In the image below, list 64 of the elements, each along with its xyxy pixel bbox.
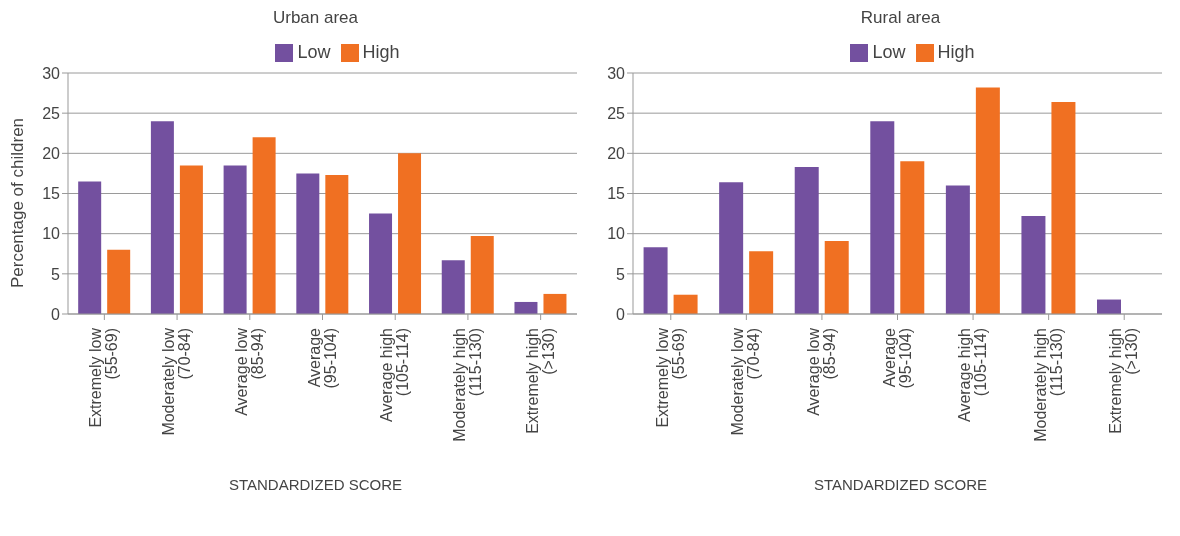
bar — [325, 175, 349, 314]
x-tick-label: Moderately high (115-130) — [1031, 328, 1065, 442]
x-tick-label: Average (95-104) — [305, 327, 339, 389]
x-axis-title: STANDARDIZED SCORE — [227, 476, 404, 493]
bar — [107, 249, 131, 314]
bar — [223, 165, 247, 314]
bar — [78, 181, 102, 314]
bar — [514, 301, 538, 314]
y-axis-title: Percentage of children — [8, 117, 28, 289]
bar — [369, 213, 393, 314]
chart-title: Urban area — [271, 8, 360, 29]
x-tick-label: Average low (85-94) — [804, 327, 838, 416]
bar — [945, 185, 970, 314]
x-tick-label: Moderately high (115-130) — [450, 328, 484, 442]
chart-title: Rural area — [859, 8, 942, 29]
y-tick-label: 25 — [607, 104, 626, 122]
legend-label: High — [362, 42, 400, 62]
y-tick-label: 0 — [616, 305, 626, 323]
x-tick-label: Average high (105-114) — [956, 328, 990, 422]
bar — [1097, 299, 1122, 314]
y-tick-label: 5 — [616, 265, 626, 283]
y-tick-label: 15 — [42, 185, 61, 203]
bar — [398, 153, 422, 314]
bar — [179, 165, 203, 314]
bar — [900, 161, 925, 314]
x-axis-title: STANDARDIZED SCORE — [812, 476, 989, 493]
y-tick-label: 10 — [607, 225, 626, 243]
y-tick-label: 30 — [42, 64, 61, 82]
bar — [252, 137, 276, 314]
y-tick-label: 20 — [607, 145, 626, 163]
y-tick-label: 10 — [42, 225, 61, 243]
x-tick-label: Moderately low (70-84) — [729, 327, 763, 436]
bar — [441, 260, 465, 314]
x-tick-label: Average (95-104) — [880, 327, 914, 389]
bar — [794, 166, 819, 314]
bar — [749, 251, 774, 314]
bar — [1021, 215, 1046, 314]
bar — [673, 294, 698, 314]
y-tick-label: 15 — [607, 185, 626, 203]
legend-label: Low — [297, 42, 331, 62]
bar — [870, 121, 895, 314]
bar — [1051, 101, 1076, 314]
bar — [150, 121, 174, 314]
x-tick-label: Extremely high (>130) — [523, 328, 557, 434]
y-tick-label: 30 — [607, 64, 626, 82]
bar — [975, 87, 1000, 314]
bar — [719, 182, 744, 314]
x-tick-label: Extremely low (55-69) — [653, 327, 687, 428]
x-tick-label: Extremely low (55-69) — [87, 327, 121, 428]
x-tick-label: Moderately low (70-84) — [160, 327, 194, 436]
bar — [643, 247, 668, 314]
bar — [543, 293, 567, 314]
y-tick-label: 0 — [51, 305, 61, 323]
y-tick-label: 20 — [42, 145, 61, 163]
bar — [470, 236, 494, 314]
x-tick-label: Extremely high (>130) — [1107, 328, 1141, 434]
legend-label: High — [937, 42, 975, 62]
x-tick-label: Average low (85-94) — [232, 327, 266, 416]
bar — [296, 173, 320, 314]
y-tick-label: 5 — [51, 265, 61, 283]
x-tick-label: Average high (105-114) — [378, 328, 412, 422]
legend-label: Low — [872, 42, 906, 62]
y-tick-label: 25 — [42, 104, 61, 122]
bar — [824, 240, 849, 314]
